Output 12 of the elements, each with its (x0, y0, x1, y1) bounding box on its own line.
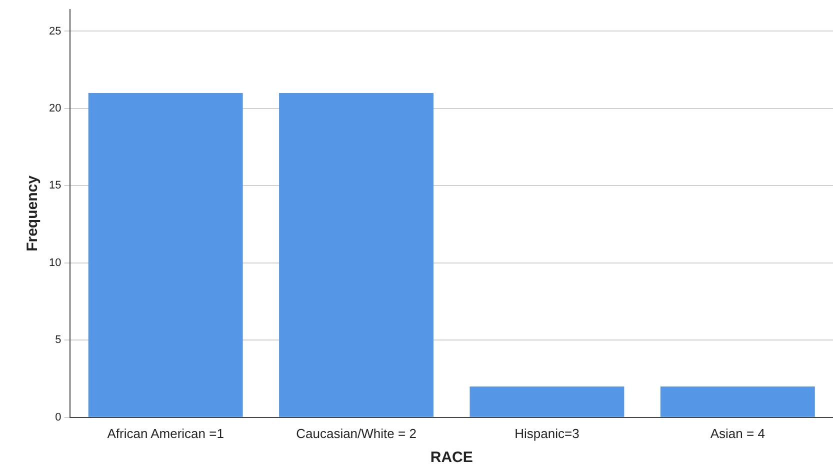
x-tick-label: Hispanic=3 (514, 426, 580, 441)
y-tick-label: 20 (48, 102, 62, 114)
y-axis-title: Frequency (24, 174, 42, 252)
y-tick-label: 0 (55, 411, 62, 424)
y-tick-label: 10 (48, 256, 62, 269)
x-tick-label: Asian = 4 (710, 426, 765, 441)
y-tick-label: 5 (55, 334, 62, 346)
x-tick-label: African American =1 (107, 426, 224, 441)
x-tick-label: Caucasian/White = 2 (296, 426, 416, 441)
y-tick-label: 25 (48, 25, 62, 38)
y-tick-label: 15 (48, 180, 62, 192)
x-axis-title: RACE (430, 449, 473, 466)
